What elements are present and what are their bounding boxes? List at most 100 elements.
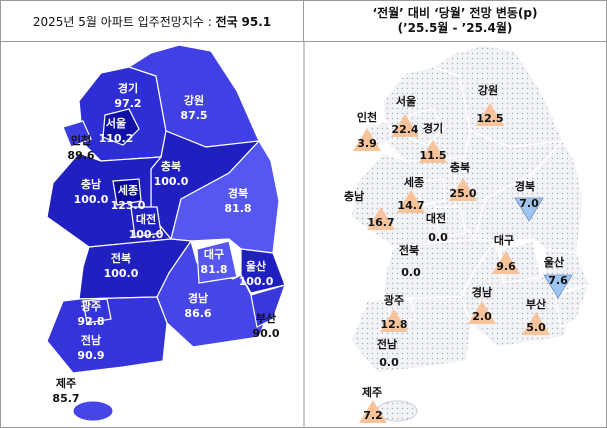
region-value: 90.9 xyxy=(77,349,104,362)
change-value: 5.0 xyxy=(526,321,546,334)
region-name: 경남 xyxy=(472,285,492,299)
up-triangle xyxy=(476,103,504,126)
right-region xyxy=(431,44,565,148)
left-region xyxy=(72,400,114,422)
left-header: 2025년 5월 아파트 입주전망지수 : 전국 95.1 xyxy=(1,1,304,42)
change-value: 2.0 xyxy=(472,310,492,323)
region-value: 81.8 xyxy=(224,202,251,215)
left-region xyxy=(82,298,112,324)
right-region xyxy=(416,178,446,206)
down-triangle xyxy=(543,274,573,299)
region-name: 광주 xyxy=(81,300,101,313)
right-header: ‘전월’ 대비 ‘당월’ 전망 변동(p) (’25.5월 - ’25.4월) xyxy=(304,1,606,42)
region-name: 울산 xyxy=(246,259,266,273)
right-title: ‘전월’ 대비 ‘당월’ 전망 변동(p) xyxy=(372,6,538,20)
region-name: 경남 xyxy=(188,291,208,305)
change-value: 11.5 xyxy=(419,149,446,162)
left-region xyxy=(240,248,286,294)
up-triangle xyxy=(367,207,395,230)
region-name: 전남 xyxy=(377,337,397,351)
change-value: 25.0 xyxy=(449,187,476,200)
change-value: 3.9 xyxy=(357,137,377,150)
region-value: 81.8 xyxy=(200,263,227,276)
region-name: 서울 xyxy=(396,94,416,108)
region-name: 전북 xyxy=(111,251,131,265)
region-value: 100.0 xyxy=(74,193,109,206)
region-name: 제주 xyxy=(362,385,382,399)
left-region xyxy=(62,120,92,148)
region-value: 97.2 xyxy=(114,97,141,110)
left-title-row: 2025년 5월 아파트 입주전망지수 : 전국 95.1 xyxy=(33,13,271,30)
up-triangle xyxy=(359,400,387,423)
region-name: 대전 xyxy=(426,211,446,225)
left-title: 2025년 5월 아파트 입주전망지수 : xyxy=(32,14,212,29)
region-name: 경북 xyxy=(228,186,248,200)
region-name: 강원 xyxy=(184,93,204,107)
region-name: 경북 xyxy=(515,179,535,193)
region-name: 경기 xyxy=(118,81,138,95)
left-region xyxy=(250,284,286,328)
change-value: 14.7 xyxy=(397,199,424,212)
region-value: 110.2 xyxy=(99,132,134,145)
up-triangle xyxy=(449,178,477,201)
up-triangle xyxy=(380,309,408,332)
region-name: 인천 xyxy=(357,110,377,124)
region-value: 85.7 xyxy=(52,392,79,405)
region-value: 90.0 xyxy=(252,327,279,340)
region-name: 충북 xyxy=(161,159,181,173)
region-value: 87.5 xyxy=(180,109,207,122)
change-value: 0.0 xyxy=(379,356,399,369)
up-triangle xyxy=(391,114,419,137)
region-name: 대구 xyxy=(494,233,514,247)
region-name: 광주 xyxy=(384,294,404,307)
up-triangle xyxy=(397,190,425,213)
region-name: 전남 xyxy=(81,333,101,347)
region-name: 제주 xyxy=(56,376,76,390)
region-name: 울산 xyxy=(544,255,564,269)
change-value: 7.6 xyxy=(548,274,568,287)
left-region xyxy=(130,206,162,238)
national-label: 전국 xyxy=(215,14,238,29)
region-name: 충남 xyxy=(344,189,364,203)
region-value: 123.0 xyxy=(111,199,146,212)
left-region xyxy=(112,178,142,206)
right-region xyxy=(350,296,472,374)
right-region xyxy=(434,206,466,238)
region-value: 89.6 xyxy=(67,149,94,162)
up-triangle xyxy=(468,301,496,324)
region-name: 경기 xyxy=(423,121,443,135)
region-name: 강원 xyxy=(478,83,498,97)
region-value: 100.0 xyxy=(239,275,274,288)
region-name: 대전 xyxy=(136,212,156,226)
up-triangle xyxy=(492,251,520,274)
region-value: 92.8 xyxy=(77,315,104,328)
change-value: 9.6 xyxy=(496,260,516,273)
change-value: 12.8 xyxy=(380,318,407,331)
change-value: 7.2 xyxy=(363,409,383,422)
region-name: 세종 xyxy=(118,183,138,197)
region-name: 충남 xyxy=(81,177,101,191)
up-triangle xyxy=(353,128,381,151)
change-value: 12.5 xyxy=(476,112,503,125)
up-triangle xyxy=(522,312,550,335)
region-name: 서울 xyxy=(106,116,126,130)
region-name: 대구 xyxy=(204,247,224,261)
change-value: 16.7 xyxy=(367,216,394,229)
region-value: 86.6 xyxy=(184,307,211,320)
left-map xyxy=(46,44,286,422)
change-value: 22.4 xyxy=(391,123,418,136)
right-subtitle: (’25.5월 - ’25.4월) xyxy=(397,21,513,35)
change-value: 0.0 xyxy=(428,231,448,244)
region-name: 전북 xyxy=(399,243,419,257)
down-triangle xyxy=(514,197,544,222)
left-region xyxy=(46,296,168,374)
up-triangle xyxy=(419,140,447,163)
region-name: 부산 xyxy=(526,297,546,311)
region-name: 세종 xyxy=(404,175,424,189)
change-value: 0.0 xyxy=(401,266,421,279)
left-region xyxy=(102,108,140,146)
region-name: 인천 xyxy=(71,133,91,147)
left-region xyxy=(196,240,238,284)
